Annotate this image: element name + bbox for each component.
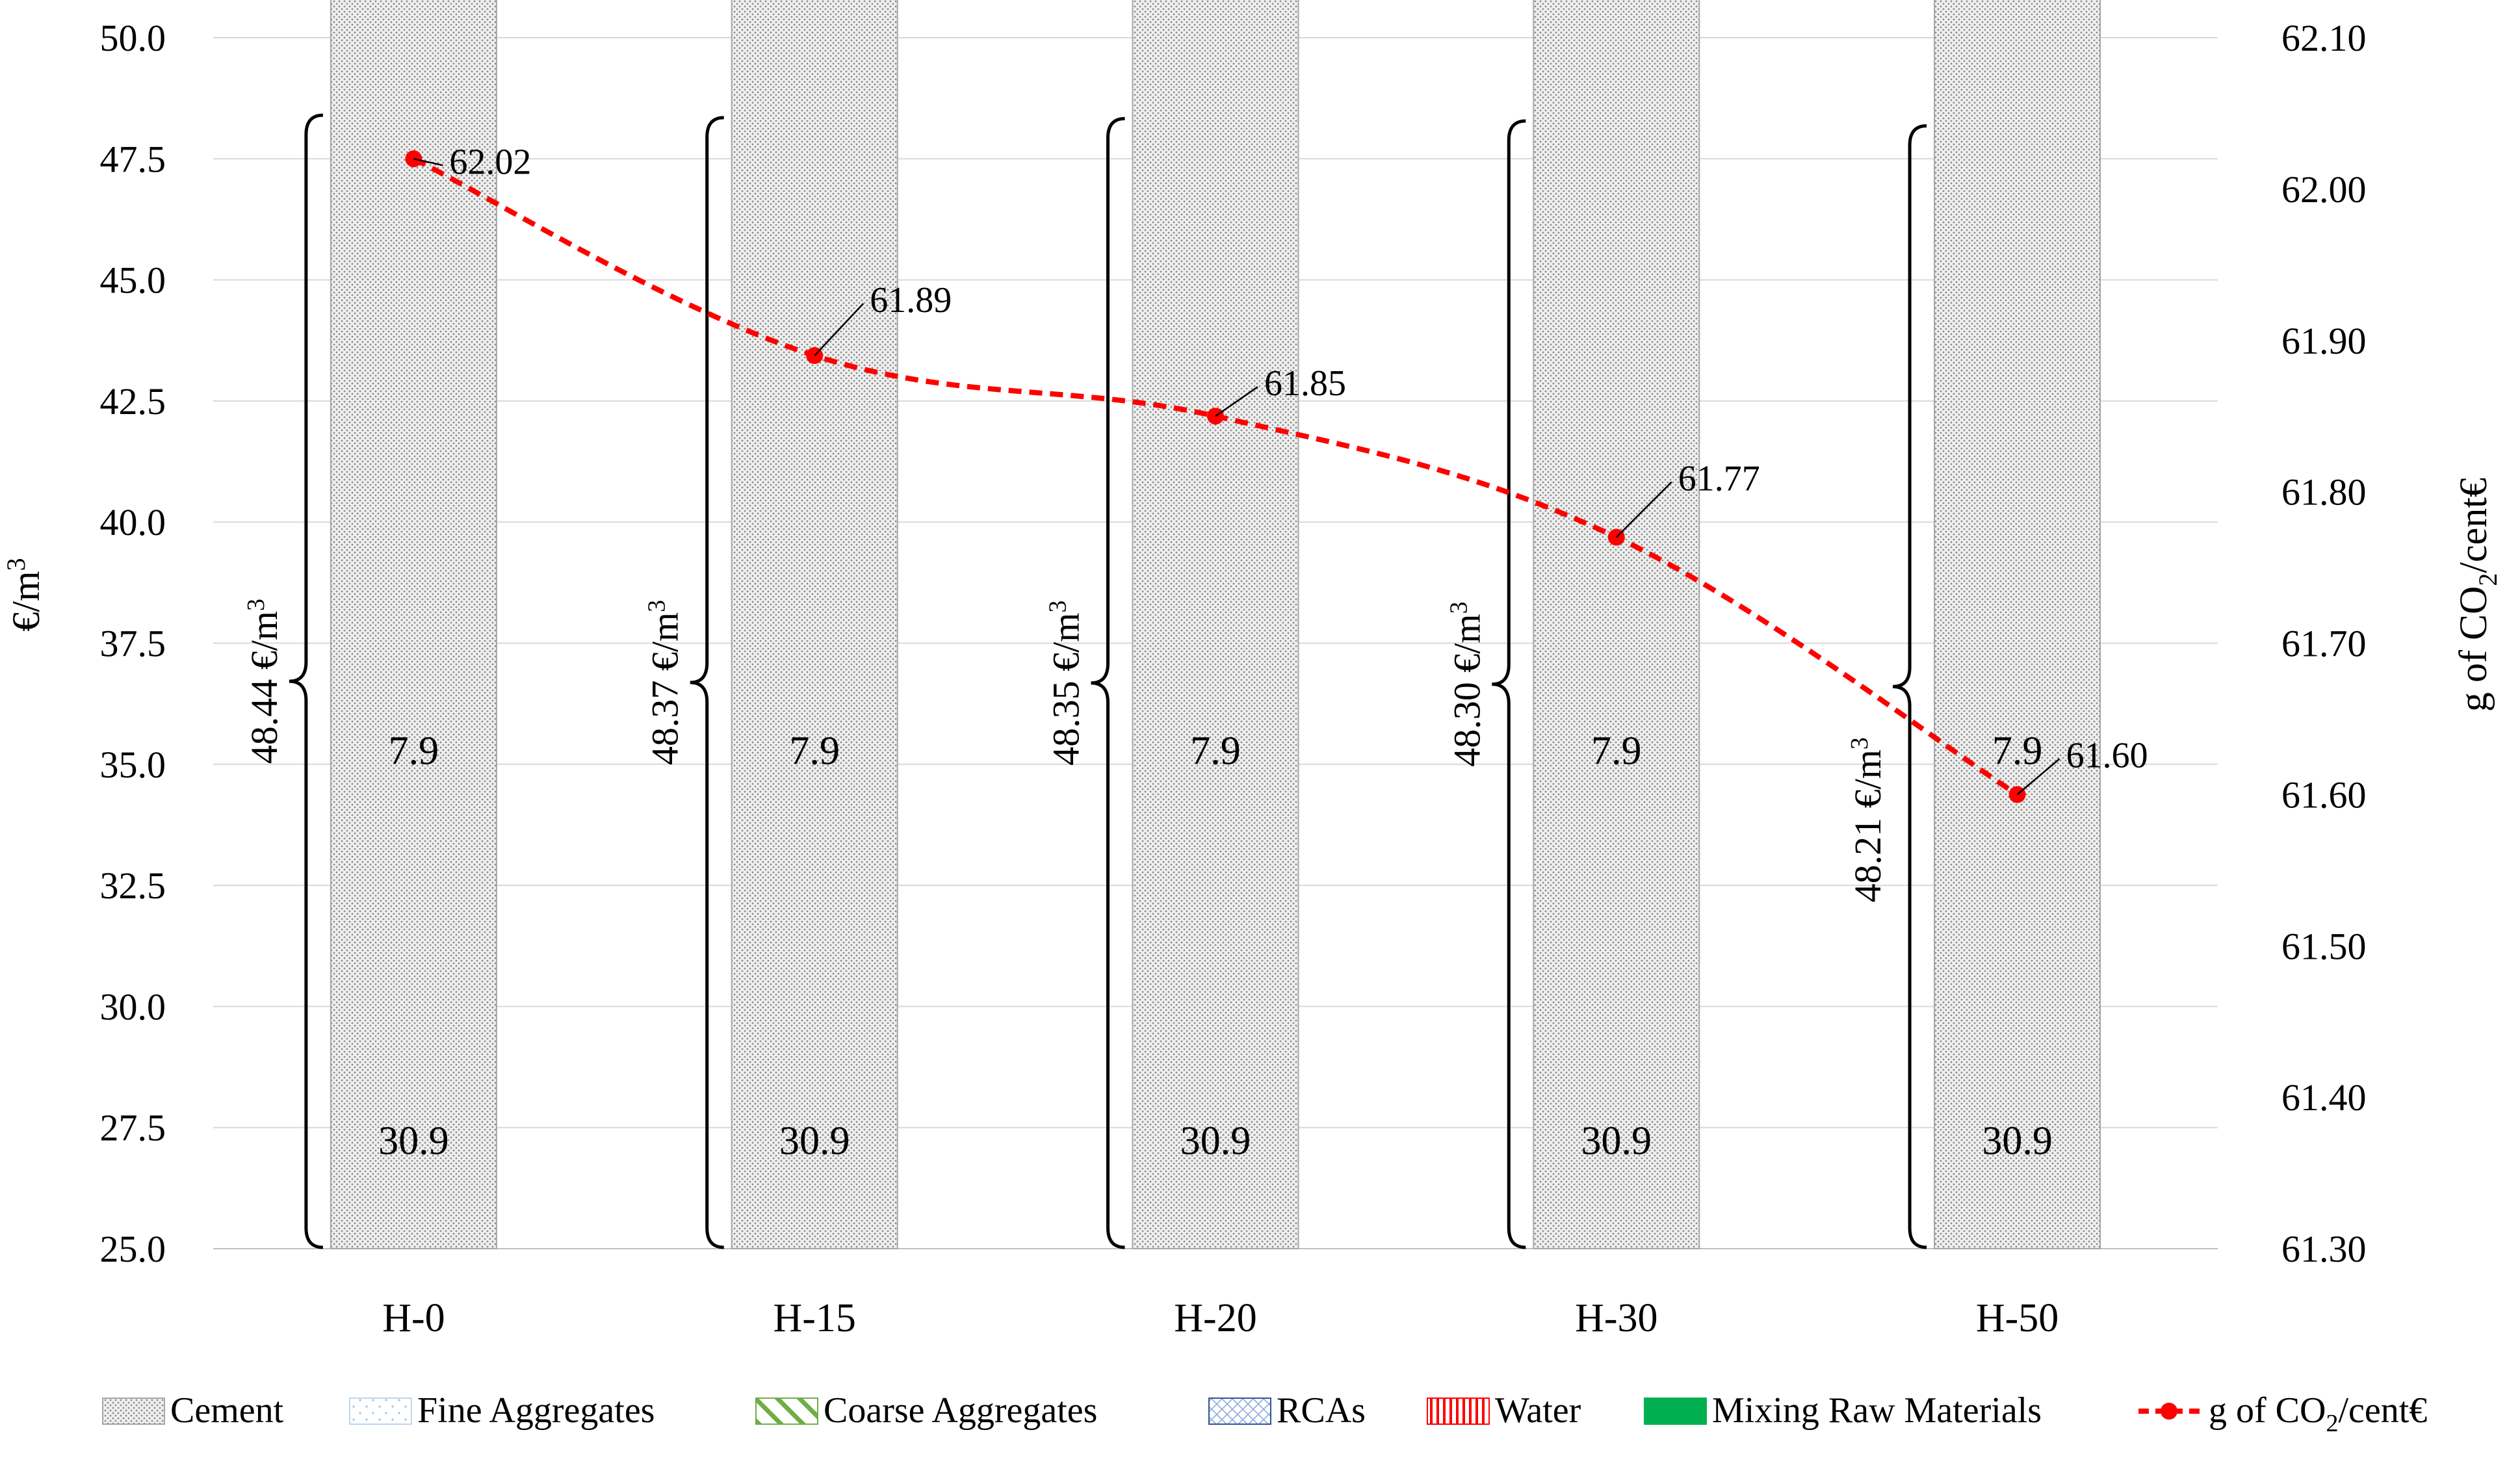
svg-text:Fine Aggregates: Fine Aggregates xyxy=(417,1390,655,1431)
left-tick-label: 50.0 xyxy=(100,17,166,59)
total-label: 48.30 €/m3 xyxy=(1445,601,1488,766)
total-label: 48.35 €/m3 xyxy=(1045,601,1087,766)
right-tick-label: 62.00 xyxy=(2281,168,2367,211)
svg-text:Coarse Aggregates: Coarse Aggregates xyxy=(824,1390,1097,1431)
total-brace xyxy=(1492,119,1526,1249)
legend-item-water: Water xyxy=(1427,1390,1581,1431)
total-braces: 48.44 €/m3 48.37 €/m3 48.35 €/m3 48.30 €/m3… xyxy=(242,113,1927,1249)
svg-text:g of CO2/cent€: g of CO2/cent€ xyxy=(2209,1390,2427,1437)
category-label: H-20 xyxy=(1174,1296,1256,1340)
left-tick-label: 27.5 xyxy=(100,1107,166,1149)
bar-segment-cement xyxy=(731,0,898,1249)
bar-value-label: 30.9 xyxy=(779,1119,850,1163)
right-axis: 61.30 61.40 61.50 61.60 61.70 61.80 61.90 62.00… xyxy=(2281,17,2367,1270)
total-brace xyxy=(289,113,324,1249)
total-label: 48.44 €/m3 xyxy=(242,599,285,764)
left-tick-label: 30.0 xyxy=(100,985,166,1028)
legend-item-fine-aggregates: Fine Aggregates xyxy=(349,1390,655,1431)
right-tick-label: 61.70 xyxy=(2281,623,2367,665)
bar-segment-cement xyxy=(1934,0,2101,1249)
legend-item-co2-line: g of CO2/cent€ xyxy=(2138,1390,2427,1437)
co2-leader-line xyxy=(2016,758,2060,796)
right-tick-label: 62.10 xyxy=(2281,17,2367,59)
co2-leader-line xyxy=(1615,481,1672,538)
bar-value-label: 7.9 xyxy=(1591,729,1642,773)
right-axis-title: g of CO2/cent€ xyxy=(2452,478,2502,712)
bar-value-labels: 30.97.99.530.97.98.60.830.97.98.41.130.9… xyxy=(378,729,2053,1163)
category-label: H-30 xyxy=(1575,1296,1657,1340)
category-label: H-50 xyxy=(1976,1296,2059,1340)
legend-item-cement: Cement xyxy=(102,1390,284,1431)
bar-value-label: 7.9 xyxy=(789,729,840,773)
svg-text:RCAs: RCAs xyxy=(1277,1390,1366,1431)
right-tick-label: 61.80 xyxy=(2281,471,2367,514)
right-tick-label: 61.90 xyxy=(2281,320,2367,362)
total-brace xyxy=(1091,116,1125,1249)
bar-value-label: 7.9 xyxy=(1992,729,2043,773)
legend-item-coarse-aggregates: Coarse Aggregates xyxy=(755,1390,1097,1431)
right-tick-label: 61.50 xyxy=(2281,925,2367,967)
svg-text:Mixing Raw Materials: Mixing Raw Materials xyxy=(1712,1390,2042,1431)
legend-item-mixing-raw-materials: Mixing Raw Materials xyxy=(1644,1390,2042,1431)
total-brace xyxy=(1892,124,1927,1249)
left-tick-label: 40.0 xyxy=(100,501,166,543)
co2-point-label: 61.60 xyxy=(2066,735,2148,775)
bar-segment-cement xyxy=(330,0,497,1249)
x-axis: H-0 H-15 H-20 H-30 H-50 xyxy=(382,1296,2059,1340)
left-axis-title: €/m3 xyxy=(1,558,47,631)
co2-point-label: 62.02 xyxy=(449,142,531,182)
bar-value-label: 7.9 xyxy=(1190,729,1241,773)
category-label: H-0 xyxy=(382,1296,445,1340)
left-tick-label: 45.0 xyxy=(100,259,166,302)
svg-text:Water: Water xyxy=(1495,1390,1581,1431)
co2-point xyxy=(405,150,422,168)
bar-segment-cement xyxy=(1533,0,1700,1249)
legend: Cement Fine Aggregates Coarse Aggregates… xyxy=(102,1390,2427,1437)
bar-stacks xyxy=(330,0,2101,1249)
bar-value-label: 30.9 xyxy=(1982,1119,2053,1163)
bar-value-label: 30.9 xyxy=(1581,1119,1652,1163)
left-tick-label: 42.5 xyxy=(100,380,166,422)
right-tick-label: 61.40 xyxy=(2281,1076,2367,1119)
co2-point-label: 61.89 xyxy=(870,280,952,320)
left-tick-label: 35.0 xyxy=(100,744,166,786)
bar-value-label: 7.9 xyxy=(389,729,439,773)
right-tick-label: 61.60 xyxy=(2281,774,2367,816)
left-axis: 25.0 27.5 30.0 32.5 35.0 37.5 40.0 42.5 45.0 47.5… xyxy=(100,17,166,1270)
bar-segment-cement xyxy=(1132,0,1299,1249)
total-brace xyxy=(690,116,724,1249)
total-label: 48.21 €/m3 xyxy=(1846,737,1889,902)
legend-item-rcas: RCAs xyxy=(1208,1390,1366,1431)
left-tick-label: 32.5 xyxy=(100,864,166,907)
bar-value-label: 30.9 xyxy=(1180,1119,1251,1163)
category-label: H-15 xyxy=(773,1296,855,1340)
co2-leader-line xyxy=(814,303,864,356)
co2-leader-line xyxy=(413,158,443,166)
co2-point-label: 61.77 xyxy=(1678,458,1760,499)
svg-text:Cement: Cement xyxy=(170,1390,284,1431)
co2-point-label: 61.85 xyxy=(1264,363,1346,404)
right-tick-label: 61.30 xyxy=(2281,1228,2367,1270)
total-label: 48.37 €/m3 xyxy=(643,600,686,765)
left-tick-label: 47.5 xyxy=(100,138,166,180)
bar-value-label: 30.9 xyxy=(378,1119,449,1163)
left-tick-label: 37.5 xyxy=(100,623,166,665)
co2-leader-line xyxy=(1215,386,1258,417)
co2-line-series: 62.02 61.89 61.85 61.77 61.60 xyxy=(405,142,2148,803)
left-tick-label: 25.0 xyxy=(100,1228,166,1270)
